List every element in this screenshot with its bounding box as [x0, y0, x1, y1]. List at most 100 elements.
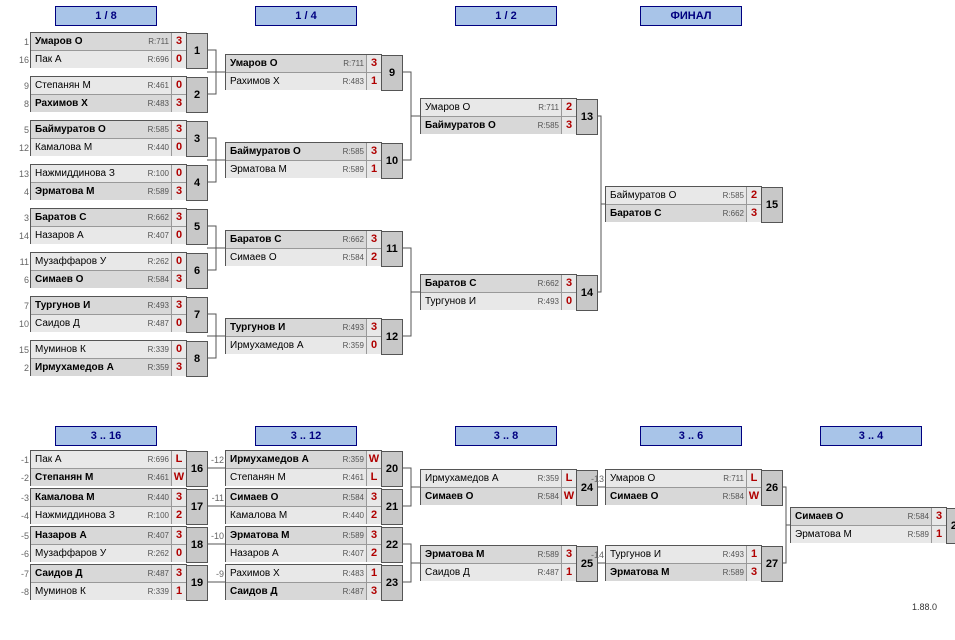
player-name: Баратов С [226, 234, 343, 245]
match-24: Ирмухамедов АR:359LСимаев ОR:584W24 [420, 469, 577, 505]
player-score: W [171, 469, 186, 486]
match-id: 22 [381, 527, 403, 563]
player-row: Рахимов ХR:4831 [226, 73, 381, 90]
player-name: Умаров О [606, 473, 723, 484]
seed-label: 6 [13, 275, 29, 285]
player-row: 15Муминов КR:3390 [31, 341, 186, 359]
player-rating: R:487 [538, 568, 559, 577]
player-rating: R:100 [148, 169, 169, 178]
round-header-0: 1 / 8 [55, 6, 157, 26]
match-id: 20 [381, 451, 403, 487]
match-id: 11 [381, 231, 403, 267]
player-row: 14Назаров АR:4070 [31, 227, 186, 244]
player-score: 0 [366, 337, 381, 354]
player-score: 2 [366, 545, 381, 562]
player-row: 9Степанян МR:4610 [31, 77, 186, 95]
player-row: -11Симаев ОR:5843 [226, 489, 381, 507]
seed-label: -1 [13, 455, 29, 465]
player-rating: R:584 [343, 253, 364, 262]
player-rating: R:589 [343, 531, 364, 540]
player-rating: R:359 [343, 455, 364, 464]
player-rating: R:461 [148, 81, 169, 90]
seed-label: 2 [13, 363, 29, 373]
connector [207, 71, 225, 73]
version-label: 1.88.0 [912, 602, 937, 612]
player-rating: R:493 [538, 297, 559, 306]
match-3: 5Баймуратов ОR:585312Камалова МR:44003 [30, 120, 187, 156]
player-score: 1 [931, 526, 946, 543]
player-name: Саидов Д [31, 318, 148, 329]
player-rating: R:359 [148, 363, 169, 372]
player-rating: R:440 [343, 511, 364, 520]
player-row: Баймуратов ОR:5852 [606, 187, 761, 205]
player-rating: R:483 [343, 569, 364, 578]
player-score: 3 [171, 297, 186, 314]
match-8: 15Муминов КR:33902Ирмухамедов АR:35938 [30, 340, 187, 376]
round-header-2: 1 / 2 [455, 6, 557, 26]
player-rating: R:262 [148, 257, 169, 266]
seed-label: -14 [588, 550, 604, 560]
player-name: Тургунов И [31, 300, 148, 311]
player-score: 3 [366, 527, 381, 544]
player-row: Саидов ДR:4871 [421, 564, 576, 581]
player-rating: R:589 [148, 187, 169, 196]
seed-label: 5 [13, 125, 29, 135]
player-rating: R:662 [538, 279, 559, 288]
round-header-6: 3 .. 8 [455, 426, 557, 446]
player-row: 3Баратов СR:6623 [31, 209, 186, 227]
match-7: 7Тургунов ИR:493310Саидов ДR:48707 [30, 296, 187, 332]
player-score: L [561, 470, 576, 487]
match-id: 15 [761, 187, 783, 223]
player-rating: R:359 [538, 474, 559, 483]
player-name: Симаев О [791, 511, 908, 522]
match-25: Эрматова МR:5893Саидов ДR:487125 [420, 545, 577, 581]
round-header-4: 3 .. 16 [55, 426, 157, 446]
seed-label: 13 [13, 169, 29, 179]
player-rating: R:711 [723, 474, 744, 483]
seed-label: 16 [13, 55, 29, 65]
player-rating: R:407 [148, 531, 169, 540]
player-name: Рахимов Х [226, 76, 343, 87]
match-id: 18 [186, 527, 208, 563]
round-header-5: 3 .. 12 [255, 426, 357, 446]
player-name: Эрматова М [226, 164, 343, 175]
player-score: 3 [171, 183, 186, 200]
player-row: Симаев ОR:584W [421, 488, 576, 505]
player-name: Степанян М [226, 472, 343, 483]
player-rating: R:483 [148, 99, 169, 108]
player-score: L [171, 451, 186, 468]
match-6: 11Музаффаров УR:26206Симаев ОR:58436 [30, 252, 187, 288]
connector [207, 581, 225, 583]
player-score: 3 [171, 33, 186, 50]
match-4: 13Нажмиддинова ЗR:10004Эрматова МR:58934 [30, 164, 187, 200]
match-9: Умаров ОR:7113Рахимов ХR:48319 [225, 54, 382, 90]
player-name: Симаев О [421, 491, 538, 502]
player-rating: R:662 [148, 213, 169, 222]
player-name: Нажмиддинова З [31, 510, 148, 521]
player-row: -10Эрматова МR:5893 [226, 527, 381, 545]
player-row: Эрматова МR:5893 [421, 546, 576, 564]
player-score: 1 [366, 73, 381, 90]
player-score: 3 [171, 271, 186, 288]
player-row: 7Тургунов ИR:4933 [31, 297, 186, 315]
player-name: Назаров А [31, 230, 148, 241]
player-row: Баймуратов ОR:5853 [226, 143, 381, 161]
player-score: 2 [171, 507, 186, 524]
player-row: Степанян МR:461L [226, 469, 381, 486]
seed-label: -6 [13, 549, 29, 559]
match-26: -13Умаров ОR:711LСимаев ОR:584W26 [605, 469, 762, 505]
player-score: 3 [366, 319, 381, 336]
player-name: Тургунов И [226, 322, 343, 333]
player-rating: R:407 [148, 231, 169, 240]
player-row: Ирмухамедов АR:3590 [226, 337, 381, 354]
player-rating: R:711 [148, 37, 169, 46]
seed-label: 10 [13, 319, 29, 329]
match-id: 2 [186, 77, 208, 113]
player-row: Камалова МR:4402 [226, 507, 381, 524]
round-header-1: 1 / 4 [255, 6, 357, 26]
seed-label: 11 [13, 257, 29, 267]
connector [597, 486, 605, 488]
player-name: Назаров А [31, 530, 148, 541]
player-score: 3 [171, 121, 186, 138]
player-name: Симаев О [226, 492, 343, 503]
